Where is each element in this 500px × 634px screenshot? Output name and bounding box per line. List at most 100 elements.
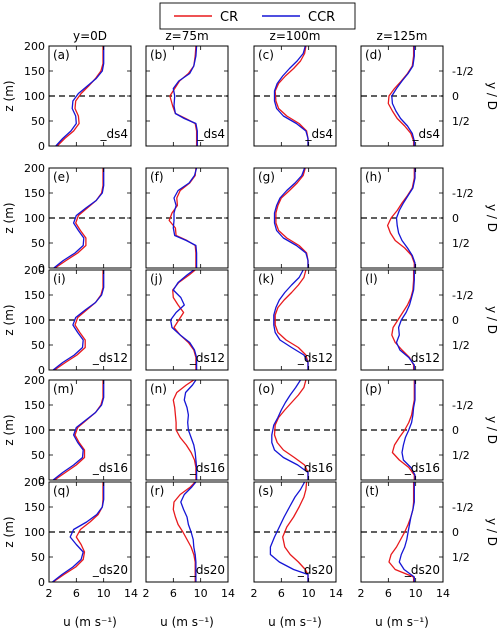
series-ccr xyxy=(51,482,105,583)
panel-k: (k) _ds12 xyxy=(253,269,337,371)
panel-letter: (t) xyxy=(365,484,379,498)
right-tick-label: 0 xyxy=(452,526,459,539)
x-tick-label: 2 xyxy=(251,587,258,600)
panel-d: (d) _ds4 -1/2 0 1/2 xyxy=(360,45,474,147)
case-label: _ds20 xyxy=(189,563,225,577)
x-tick-label: 6 xyxy=(278,587,285,600)
panel-grid: (a)_ds4050100150200(b)_ds4(c)_ds4(d)_ds4… xyxy=(24,40,474,600)
panel-a: (a) _ds4 0 50 100 150 200 xyxy=(24,40,132,153)
x-tick-label: 2 xyxy=(143,587,150,600)
series-ccr xyxy=(401,380,416,480)
series-cr xyxy=(56,46,104,147)
series-cr xyxy=(172,379,197,480)
y-axis-label-left: z (m) xyxy=(2,202,16,233)
panel-t: (t) _ds20 -1/2 0 1/2 2 6 10 14 xyxy=(358,481,474,600)
panel-letter: (b) xyxy=(150,48,167,62)
x-axis-label: u (m s⁻¹) xyxy=(375,615,429,629)
x-tick-label: 6 xyxy=(170,587,177,600)
y-tick-label: 100 xyxy=(24,526,45,539)
case-label: _ds16 xyxy=(404,461,440,475)
x-tick-label: 14 xyxy=(124,587,138,600)
series-ccr xyxy=(172,45,198,146)
x-tick-label: 14 xyxy=(221,587,235,600)
y-tick-label: 200 xyxy=(24,374,45,387)
x-tick-label: 2 xyxy=(358,587,365,600)
right-tick-label: -1/2 xyxy=(452,399,474,412)
panel-q: (q) _ds20 0 50 100 150 200 2 6 10 14 xyxy=(24,476,138,600)
series-ccr xyxy=(53,168,105,269)
panel-letter: (l) xyxy=(365,272,378,286)
series-ccr xyxy=(395,168,416,268)
column-title: z=100m xyxy=(270,29,321,43)
y-tick-label: 50 xyxy=(31,237,45,250)
panel-g: (g) xyxy=(253,167,337,269)
panel-r: (r) _ds20 2 6 10 14 xyxy=(143,481,235,600)
case-label: _ds16 xyxy=(297,461,333,475)
case-label: _ds4 xyxy=(196,127,225,141)
series-ccr xyxy=(395,270,415,370)
series-ccr xyxy=(398,482,415,582)
panel-s: (s) _ds20 2 6 10 14 xyxy=(251,481,343,600)
panel-letter: (g) xyxy=(258,170,275,184)
y-axis-label-right: y / D xyxy=(485,82,499,110)
right-tick-label: 1/2 xyxy=(452,339,470,352)
right-tick-label: 1/2 xyxy=(452,551,470,564)
y-tick-label: 150 xyxy=(24,501,45,514)
panel-letter: (c) xyxy=(258,48,274,62)
case-label: _ds20 xyxy=(92,563,128,577)
panel-letter: (s) xyxy=(258,484,274,498)
series-ccr xyxy=(273,269,309,370)
right-tick-label: 0 xyxy=(452,424,459,437)
panel-letter: (a) xyxy=(53,48,70,62)
legend: CR CCR xyxy=(159,2,356,30)
panel-letter: (r) xyxy=(150,484,164,498)
y-tick-label: 200 xyxy=(24,264,45,277)
y-axis-label-left: z (m) xyxy=(2,80,16,111)
panel-letter: (o) xyxy=(258,382,275,396)
series-cr xyxy=(172,481,196,582)
series-ccr xyxy=(172,167,198,268)
case-label: _ds4 xyxy=(99,127,128,141)
x-tick-label: 14 xyxy=(329,587,343,600)
panel-n: (n) _ds16 xyxy=(145,379,229,481)
panel-l: (l) _ds12 -1/2 0 1/2 xyxy=(360,269,474,371)
panel-f: (f) xyxy=(145,167,229,269)
y-tick-label: 50 xyxy=(31,449,45,462)
y-tick-label: 100 xyxy=(24,424,45,437)
series-cr xyxy=(169,45,198,146)
y-axis-label-left: z (m) xyxy=(2,304,16,335)
x-tick-label: 6 xyxy=(385,587,392,600)
panel-letter: (i) xyxy=(53,272,66,286)
panel-b: (b) _ds4 xyxy=(145,45,229,147)
right-tick-label: 1/2 xyxy=(452,237,470,250)
y-tick-label: 50 xyxy=(31,339,45,352)
series-ccr xyxy=(271,379,309,480)
series-ccr xyxy=(273,167,309,268)
legend-label-cr: CR xyxy=(220,10,238,25)
y-tick-label: 50 xyxy=(31,115,45,128)
y-tick-label: 50 xyxy=(31,551,45,564)
x-tick-label: 10 xyxy=(302,587,316,600)
panel-p: (p) _ds16 -1/2 0 1/2 xyxy=(360,379,474,481)
series-ccr xyxy=(52,380,105,481)
right-tick-label: -1/2 xyxy=(452,289,474,302)
y-tick-label: 150 xyxy=(24,289,45,302)
x-tick-label: 14 xyxy=(436,587,450,600)
y-tick-label: 200 xyxy=(24,162,45,175)
right-tick-label: 1/2 xyxy=(452,449,470,462)
case-label: _ds16 xyxy=(189,461,225,475)
case-label: _ds4 xyxy=(411,127,440,141)
y-tick-label: 0 xyxy=(38,262,45,275)
y-axis-label-right: y / D xyxy=(485,306,499,334)
x-tick-label: 6 xyxy=(73,587,80,600)
series-ccr xyxy=(55,46,105,147)
case-label: _ds20 xyxy=(404,563,440,577)
series-cr xyxy=(282,481,309,582)
series-cr xyxy=(391,380,415,480)
case-label: _ds12 xyxy=(92,351,128,365)
right-tick-label: -1/2 xyxy=(452,65,474,78)
panel-o: (o) _ds16 xyxy=(253,379,337,481)
column-title: z=125m xyxy=(377,29,428,43)
y-axis-label-right: y / D xyxy=(485,518,499,546)
